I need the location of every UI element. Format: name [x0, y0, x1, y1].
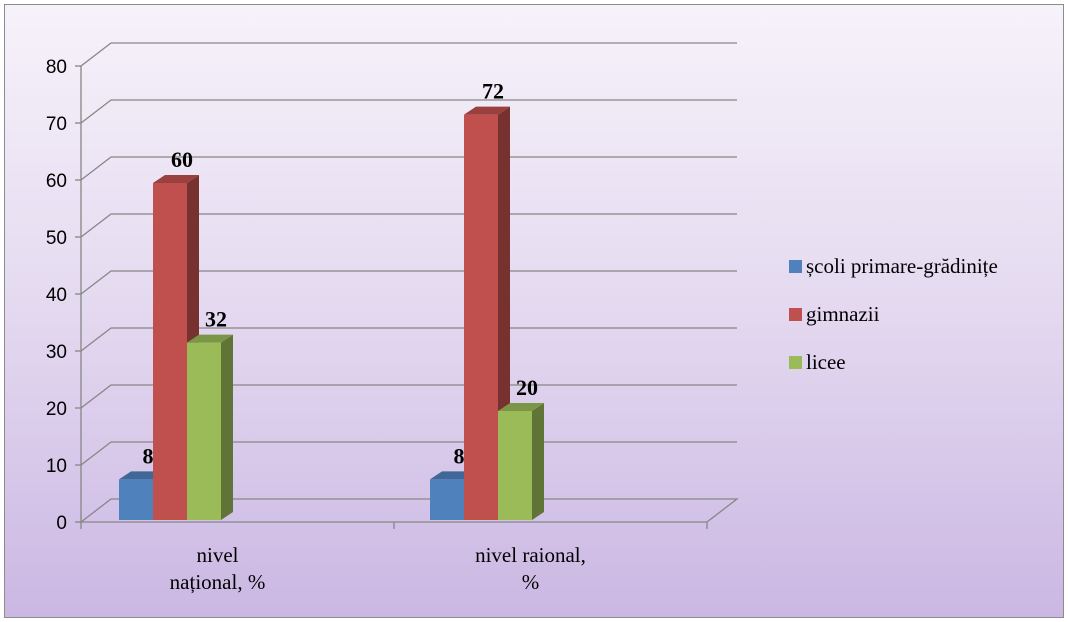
y-tick-label: 50: [46, 228, 67, 249]
gridline: [80, 327, 737, 352]
y-tick-label: 70: [46, 114, 67, 135]
bar-top: [153, 175, 199, 183]
bar-front: [464, 114, 498, 520]
y-tick-label: 0: [56, 513, 67, 534]
y-tick-label: 30: [46, 342, 67, 363]
y-tick-label: 40: [46, 285, 67, 306]
bars: [119, 106, 544, 520]
gridline: [80, 384, 737, 409]
legend-swatch: [789, 356, 802, 369]
y-tick-label: 80: [46, 57, 67, 78]
data-label: 60: [171, 147, 193, 172]
bar-top: [498, 403, 544, 411]
bar-front: [119, 479, 153, 520]
data-label: 20: [516, 375, 538, 400]
data-label: 8: [454, 443, 465, 468]
gridlines: [80, 42, 737, 466]
gridline: [80, 270, 737, 295]
data-labels: 8 60 32 8 72 20: [143, 79, 539, 469]
bar-front: [430, 479, 464, 520]
y-tick-label: 60: [46, 171, 67, 192]
chart-walls: [79, 498, 739, 523]
legend-swatch: [789, 308, 802, 321]
bar-1-1: [464, 106, 510, 520]
chart-container: 0 10 20 30 40 50 60 70 80 nivel național, % nivel …: [4, 4, 1064, 618]
bar-2-0: [187, 334, 233, 520]
legend-label: gimnazii: [806, 302, 880, 326]
legend-label: licee: [806, 350, 846, 374]
floor: [79, 498, 739, 523]
legend-label: școli primare-grădinițe: [806, 254, 998, 278]
bar-front: [187, 342, 221, 520]
gridline: [80, 156, 737, 181]
bar-top: [464, 106, 510, 115]
bar-side: [532, 403, 544, 520]
y-tick-label: 20: [46, 399, 67, 420]
gridline: [80, 213, 737, 238]
bar-top: [187, 334, 233, 343]
legend-swatch: [789, 260, 802, 273]
legend: școli primare-grădinițe gimnazii licee: [789, 254, 998, 374]
data-label: 72: [482, 79, 504, 104]
x-axis: nivel național, % nivel raional,%: [80, 522, 708, 594]
data-label: 32: [205, 307, 227, 332]
x-category-label: nivel național, %: [170, 543, 266, 594]
bar-2-1: [498, 403, 544, 520]
bar-side: [221, 334, 233, 520]
gridline: [80, 99, 737, 124]
bar-front: [153, 183, 187, 520]
data-label: 8: [143, 443, 154, 468]
gridline: [80, 42, 737, 67]
bar-front: [498, 411, 532, 520]
y-axis: 0 10 20 30 40 50 60 70 80: [46, 57, 82, 534]
y-tick-label: 10: [46, 456, 67, 477]
x-category-label: nivel raional,%: [475, 543, 586, 594]
bar-chart: 0 10 20 30 40 50 60 70 80 nivel național, % nivel …: [46, 42, 998, 594]
